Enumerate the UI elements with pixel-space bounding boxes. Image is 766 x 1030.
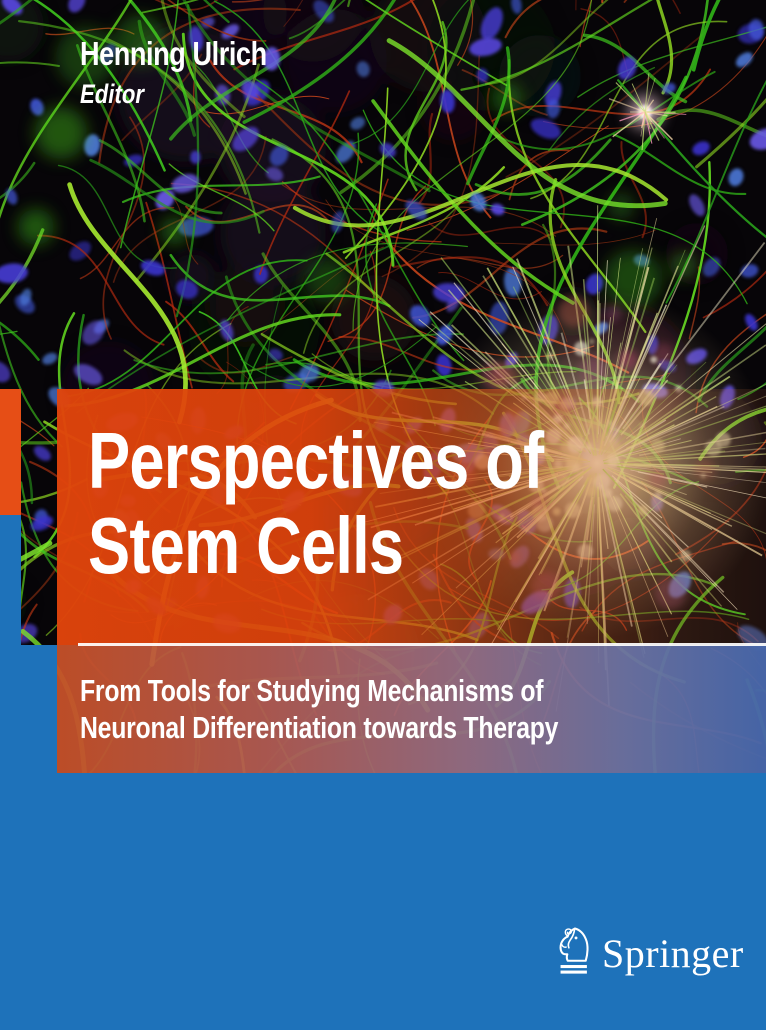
- divider-line: [78, 643, 766, 646]
- editor-name: Henning Ulrich: [80, 35, 267, 72]
- editor-block: Henning Ulrich Editor: [80, 34, 267, 110]
- lower-left-blue-patch: [0, 645, 57, 775]
- title-band-overlay: [57, 389, 766, 645]
- publisher-logo: Springer: [558, 926, 744, 976]
- editor-role: Editor: [80, 79, 144, 109]
- book-subtitle-line1: From Tools for Studying Mechanisms of: [80, 673, 544, 708]
- subtitle-band: [57, 645, 766, 773]
- left-edge-blue-patch: [0, 515, 21, 647]
- book-subtitle: From Tools for Studying Mechanisms of Ne…: [80, 672, 558, 746]
- book-subtitle-line2: Neuronal Differentiation towards Therapy: [80, 710, 559, 745]
- book-title-line1: Perspectives of: [88, 416, 544, 505]
- springer-horse-icon: [559, 927, 589, 974]
- spine-accent-tab: [0, 389, 21, 515]
- publisher-name: Springer: [602, 931, 744, 976]
- book-title: Perspectives of Stem Cells: [88, 416, 544, 590]
- book-title-line2: Stem Cells: [88, 501, 404, 590]
